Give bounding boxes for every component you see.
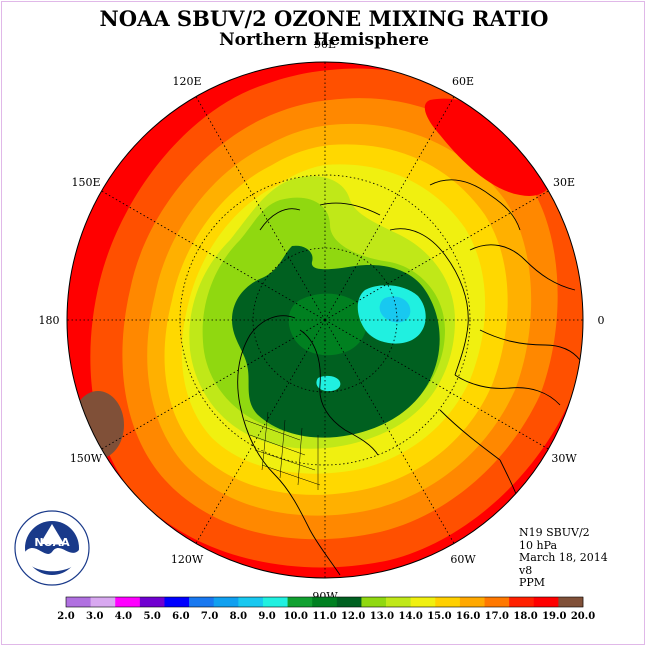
longitude-label: 60E: [452, 75, 474, 88]
longitude-label: 30E: [553, 176, 575, 189]
colorbar-tick-label: 18.0: [513, 611, 537, 622]
band-9-10-small: [316, 375, 341, 392]
meridian-5: [324, 319, 455, 544]
colorbar-tick-label: 7.0: [201, 611, 218, 622]
colorbar-swatch: [164, 597, 190, 607]
colorbar-tick-label: 11.0: [312, 611, 336, 622]
colorbar-tick-label: 20.0: [571, 611, 595, 622]
longitude-label: 0: [598, 314, 605, 327]
ozone-field: [67, 62, 583, 578]
colorbar-swatch: [435, 597, 461, 607]
colorbar-swatch: [262, 597, 288, 607]
colorbar: 2.0 3.0 4.0 5.0 6.0 7.0 8.0 9.0 10.0 11.0 12.0 13.0…: [57, 596, 595, 622]
colorbar-swatch: [238, 597, 264, 607]
meridian-2: [324, 190, 549, 321]
colorbar-tick-label: 8.0: [230, 611, 247, 622]
longitude-label: 150W: [70, 452, 103, 465]
hemisphere-boundary: [66, 61, 584, 579]
longitude-label: 150E: [71, 176, 100, 189]
info-satellite: N19 SBUV/2: [519, 526, 590, 539]
meridian-lines: [67, 62, 583, 578]
colorbar-tick-label: 15.0: [427, 611, 451, 622]
colorbar-tick-label: 3.0: [86, 611, 103, 622]
colorbar-swatch: [336, 597, 362, 607]
info-date: March 18, 2014: [519, 551, 608, 564]
colorbar-tick-label: 14.0: [398, 611, 422, 622]
colorbar-swatch: [287, 597, 313, 607]
coastlines: [237, 179, 581, 576]
colorbar-tick-label: 16.0: [456, 611, 480, 622]
longitude-label: 120W: [171, 553, 204, 566]
colorbar-swatch: [533, 597, 559, 607]
colorbar-tick-label: 2.0: [57, 611, 74, 622]
colorbar-tick-label: 10.0: [284, 611, 308, 622]
colorbar-swatch: [312, 597, 338, 607]
map-subtitle: Northern Hemisphere: [219, 30, 429, 50]
colorbar-swatch: [386, 597, 411, 607]
colorbar-swatch: [361, 597, 387, 607]
longitude-label: 120E: [172, 75, 201, 88]
logo-wave: [25, 548, 79, 572]
longitude-label: 180: [39, 314, 60, 327]
meridian-7: [195, 319, 326, 544]
meridian-4: [324, 319, 549, 450]
colorbar-tick-label: 13.0: [370, 611, 394, 622]
colorbar-swatch: [459, 597, 485, 607]
colorbar-tick-label: 5.0: [143, 611, 160, 622]
colorbar-frame: [65, 596, 584, 608]
longitude-label: 90E: [314, 38, 336, 51]
colorbar-swatch: [509, 597, 535, 607]
map-title: NOAA SBUV/2 OZONE MIXING RATIO: [99, 6, 549, 31]
colorbar-swatch: [90, 597, 116, 607]
colorbar-swatch: [484, 597, 510, 607]
logo-text: NOAA: [34, 536, 70, 549]
info-unit: PPM: [519, 576, 546, 589]
colorbar-tick-label: 12.0: [341, 611, 365, 622]
colorbar-swatch: [410, 597, 436, 607]
colorbar-tick-label: 17.0: [485, 611, 509, 622]
colorbar-swatch: [115, 597, 141, 607]
meridian-10: [101, 190, 326, 321]
colorbar-swatch: [139, 597, 165, 607]
longitude-label: 30W: [551, 452, 577, 465]
info-panel: N19 SBUV/2 10 hPa March 18, 2014 v8 PPM: [519, 526, 644, 590]
colorbar-tick-label: 19.0: [542, 611, 566, 622]
info-version: v8: [519, 563, 533, 577]
colorbar-tick-label: 6.0: [172, 611, 189, 622]
state-boundaries: [244, 411, 321, 490]
noaa-logo: NOAA: [14, 510, 90, 586]
colorbar-swatch: [558, 597, 584, 607]
logo-gull: [40, 524, 64, 544]
longitude-label: 60W: [450, 553, 476, 566]
colorbar-tick-label: 4.0: [115, 611, 132, 622]
band-8-9: [379, 296, 411, 323]
colorbar-tick-label: 9.0: [258, 611, 275, 622]
meridian-1: [324, 96, 455, 321]
info-pressure: 10 hPa: [519, 538, 558, 552]
band-19-20-northeast: [424, 98, 551, 196]
colorbar-swatch: [66, 597, 91, 607]
colorbar-swatch: [189, 597, 215, 607]
colorbar-swatch: [213, 597, 239, 607]
meridian-11: [195, 96, 326, 321]
meridian-8: [101, 319, 326, 450]
